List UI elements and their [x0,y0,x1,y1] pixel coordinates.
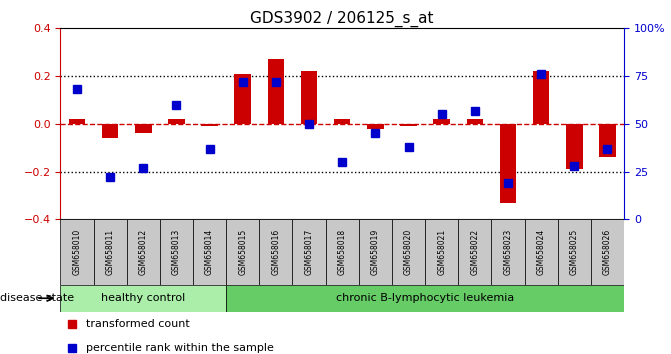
Text: GSM658014: GSM658014 [205,229,214,275]
FancyBboxPatch shape [491,219,525,285]
Text: GSM658025: GSM658025 [570,229,579,275]
FancyBboxPatch shape [425,219,458,285]
FancyBboxPatch shape [93,219,127,285]
Bar [135,124,152,133]
FancyBboxPatch shape [259,219,293,285]
Bar [367,124,384,129]
Text: GSM658022: GSM658022 [470,229,479,275]
Text: GSM658018: GSM658018 [338,229,347,275]
FancyBboxPatch shape [226,285,624,312]
FancyBboxPatch shape [392,219,425,285]
Bar [301,71,317,124]
Text: GSM658020: GSM658020 [404,229,413,275]
Text: GSM658021: GSM658021 [437,229,446,275]
FancyBboxPatch shape [160,219,193,285]
Text: GSM658013: GSM658013 [172,229,181,275]
FancyBboxPatch shape [558,219,591,285]
FancyBboxPatch shape [293,219,325,285]
Bar [566,124,582,169]
Text: percentile rank within the sample: percentile rank within the sample [86,343,274,353]
Bar [102,124,118,138]
Bar [234,74,251,124]
Text: GSM658011: GSM658011 [105,229,115,275]
Text: GSM658023: GSM658023 [503,229,513,275]
FancyBboxPatch shape [359,219,392,285]
Text: disease state: disease state [0,293,74,303]
Text: GSM658015: GSM658015 [238,229,247,275]
FancyBboxPatch shape [127,219,160,285]
Bar [268,59,285,124]
Bar [201,124,218,126]
Text: GSM658012: GSM658012 [139,229,148,275]
FancyBboxPatch shape [458,219,491,285]
FancyBboxPatch shape [193,219,226,285]
FancyBboxPatch shape [60,285,226,312]
Bar [68,119,85,124]
Text: chronic B-lymphocytic leukemia: chronic B-lymphocytic leukemia [336,293,514,303]
Bar [400,124,417,126]
FancyBboxPatch shape [591,219,624,285]
Text: GSM658024: GSM658024 [537,229,546,275]
FancyBboxPatch shape [525,219,558,285]
Bar [533,71,550,124]
Bar [334,119,350,124]
Text: GSM658010: GSM658010 [72,229,81,275]
Bar [599,124,616,157]
Text: GSM658017: GSM658017 [305,229,313,275]
Bar [500,124,516,203]
Text: GSM658026: GSM658026 [603,229,612,275]
Text: GSM658019: GSM658019 [371,229,380,275]
FancyBboxPatch shape [226,219,259,285]
Title: GDS3902 / 206125_s_at: GDS3902 / 206125_s_at [250,11,434,27]
FancyBboxPatch shape [60,219,93,285]
Text: transformed count: transformed count [86,319,189,329]
Bar [433,119,450,124]
Bar [466,119,483,124]
FancyBboxPatch shape [325,219,359,285]
Bar [168,119,185,124]
Text: GSM658016: GSM658016 [271,229,280,275]
Text: healthy control: healthy control [101,293,185,303]
